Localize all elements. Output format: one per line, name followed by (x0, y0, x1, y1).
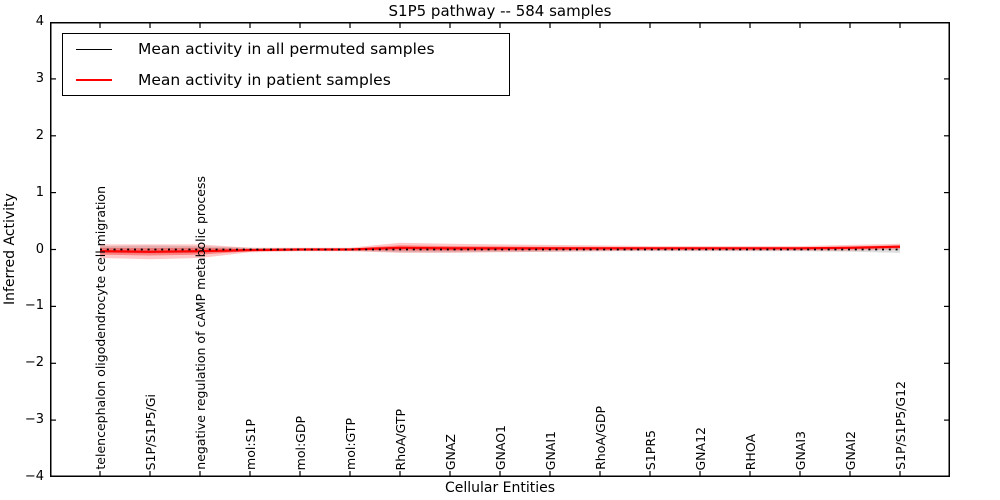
x-tick-label: mol:S1P (243, 419, 258, 470)
x-tick-label: GNAO1 (493, 424, 508, 470)
y-tick-label: −2 (24, 355, 44, 371)
x-tick-label: mol:GTP (343, 418, 358, 470)
x-tick-label: RHOA (743, 433, 758, 470)
legend-label-permuted: Mean activity in all permuted samples (138, 40, 435, 58)
patient-mean-line (99, 245, 901, 253)
y-tick-label: 1 (35, 184, 44, 200)
legend-label-patient: Mean activity in patient samples (138, 71, 391, 89)
x-tick-label: S1P/S1P5/Gi (143, 393, 158, 470)
y-tick-label: −1 (24, 298, 44, 314)
x-tick-label: GNAI1 (543, 430, 558, 470)
x-tick-label: GNAI3 (793, 430, 808, 470)
y-tick-label: 3 (35, 70, 44, 86)
x-tick-label: negative regulation of cAMP metabolic pr… (193, 176, 208, 470)
legend: Mean activity in all permuted samples Me… (62, 33, 510, 96)
permuted-line-sample (76, 48, 112, 50)
y-tick-label: 4 (35, 14, 44, 29)
plot-area (50, 22, 950, 477)
y-axis-label: Inferred Activity (2, 193, 18, 306)
chart-title: S1P5 pathway -- 584 samples (388, 2, 612, 20)
y-tick-label: 0 (35, 241, 44, 257)
x-tick-label: RhoA/GTP (393, 408, 408, 470)
legend-item-permuted: Mean activity in all permuted samples (63, 36, 509, 63)
x-tick-label: S1P/S1P5/G12 (893, 381, 908, 470)
x-tick-label: S1PR5 (643, 429, 658, 470)
x-tick-label: RhoA/GDP (593, 406, 608, 470)
patient-line-sample (76, 79, 112, 81)
x-tick-label: telencephalon oligodendrocyte cell migra… (93, 186, 108, 470)
x-tick-label: mol:GDP (293, 415, 308, 470)
x-tick-label: GNA12 (693, 426, 708, 471)
x-tick-label: GNAI2 (843, 430, 858, 470)
patient-band-outer (100, 242, 900, 260)
y-tick-label: −4 (24, 469, 44, 484)
legend-item-patient: Mean activity in patient samples (63, 67, 509, 94)
y-tick-label: 2 (35, 127, 44, 143)
x-axis-label: Cellular Entities (444, 480, 556, 496)
plot-frame (50, 22, 950, 477)
y-tick-label: −3 (24, 412, 44, 428)
plot-svg (50, 22, 950, 477)
x-tick-label: GNAZ (443, 433, 458, 470)
